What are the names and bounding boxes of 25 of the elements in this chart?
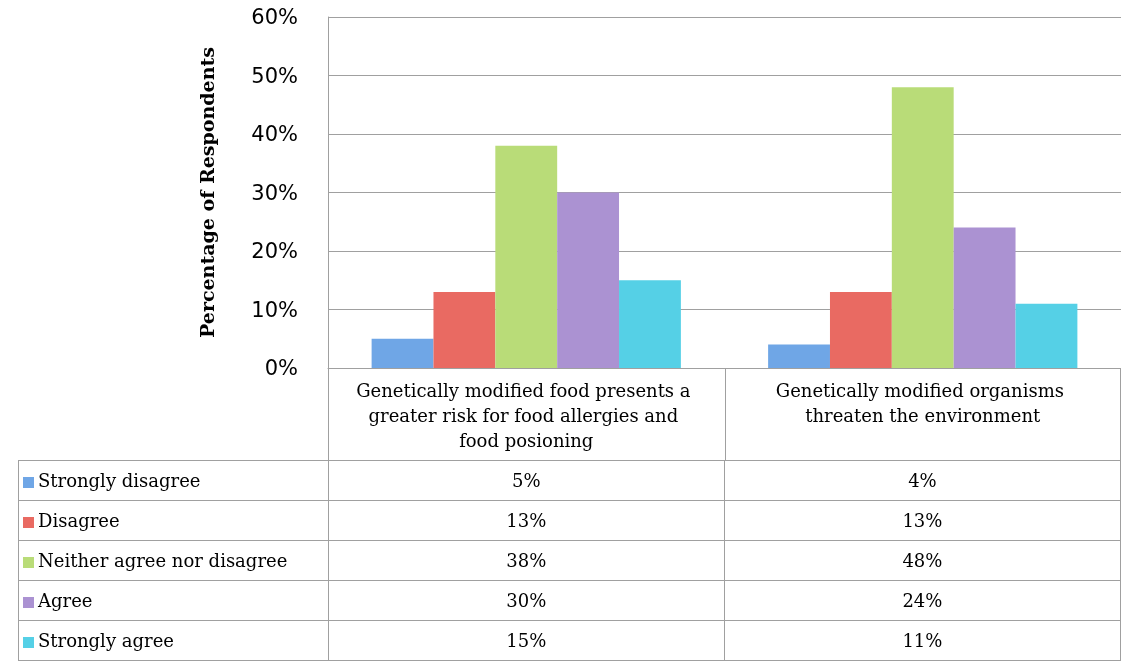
data-label: 38% xyxy=(328,540,725,581)
data-label: 4% xyxy=(724,460,1121,501)
y-tick-label: 0% xyxy=(264,356,298,380)
y-tick-label: 20% xyxy=(251,239,298,263)
y-tick-label: 60% xyxy=(251,5,298,29)
y-axis-title: Percentage of Respondents xyxy=(195,47,218,338)
y-tick-label: 40% xyxy=(251,122,298,146)
data-label: 48% xyxy=(724,540,1121,581)
y-tick-label: 10% xyxy=(251,297,298,322)
data-label: 13% xyxy=(724,500,1121,541)
y-tick-label: 30% xyxy=(251,180,298,205)
legend-label: Neither agree nor disagree xyxy=(18,540,329,581)
data-label: 30% xyxy=(328,580,725,621)
legend-label: Strongly agree xyxy=(18,620,329,661)
data-label: 24% xyxy=(724,580,1121,621)
legend-label: Disagree xyxy=(18,500,329,541)
legend-label: Strongly disagree xyxy=(18,460,329,501)
data-label: 5% xyxy=(328,460,725,501)
data-label: 13% xyxy=(328,500,725,541)
x-tick-label: Genetically modified organisms threaten the environment xyxy=(775,380,1070,426)
y-tick-label: 50% xyxy=(251,63,298,88)
x-tick-label: Genetically modified food presents a greater risk for food allergies and food posioning xyxy=(356,380,697,451)
legend-label: Agree xyxy=(18,580,329,621)
data-label: 15% xyxy=(328,620,725,661)
data-label: 11% xyxy=(724,620,1121,661)
